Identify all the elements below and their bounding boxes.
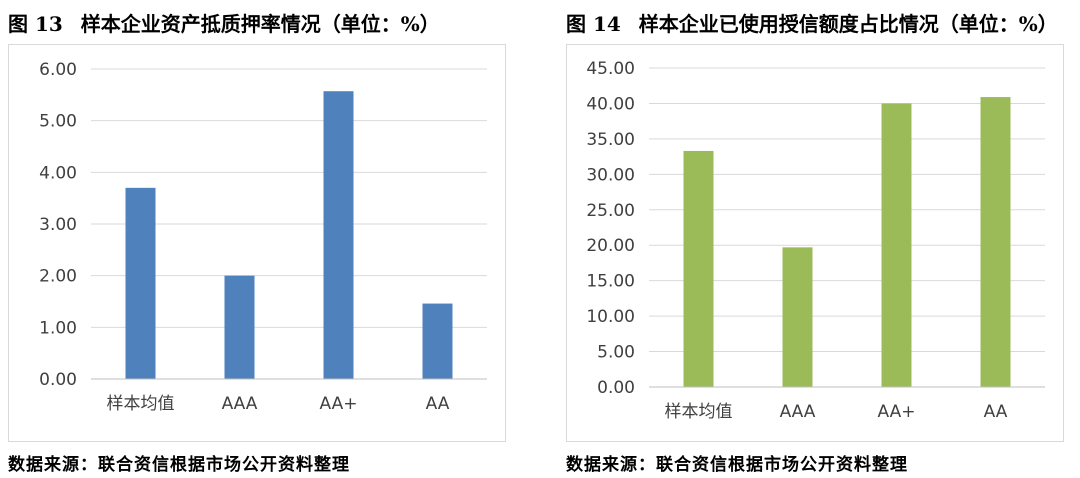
- x-tick-label: AAA: [780, 402, 816, 422]
- y-tick-label: 2.00: [39, 267, 77, 287]
- y-tick-label: 5.00: [39, 112, 77, 132]
- y-tick-label: 10.00: [586, 307, 635, 327]
- x-tick-label: AA+: [320, 394, 358, 414]
- y-tick-label: 4.00: [39, 163, 77, 183]
- bar: [422, 303, 453, 379]
- x-tick-label: 样本均值: [107, 394, 175, 414]
- y-tick-label: 15.00: [586, 272, 635, 292]
- y-tick-label: 6.00: [39, 60, 77, 80]
- y-tick-label: 40.00: [586, 94, 635, 114]
- x-tick-label: AA+: [878, 402, 916, 422]
- y-tick-label: 3.00: [39, 215, 77, 235]
- y-tick-label: 1.00: [39, 318, 77, 338]
- bar: [980, 97, 1011, 387]
- y-tick-label: 35.00: [586, 130, 635, 150]
- bar: [881, 103, 912, 387]
- y-tick-label: 45.00: [586, 59, 635, 79]
- y-tick-label: 30.00: [586, 165, 635, 185]
- source-note-fig13: 数据来源：联合资信根据市场公开资料整理: [8, 455, 350, 475]
- x-tick-label: AAA: [222, 394, 258, 414]
- figure-number: 图 13: [8, 12, 63, 36]
- bar-chart-fig13: 0.00 1.00 2.00 3.00 4.00 5.00 6.00 样本均值 AAA AA+ AA: [39, 60, 487, 414]
- y-tick-label: 0.00: [597, 378, 635, 398]
- y-tick-label: 0.00: [39, 370, 77, 390]
- bar: [782, 247, 813, 387]
- y-tick-label: 25.00: [586, 201, 635, 221]
- bar: [125, 187, 156, 379]
- figure-number: 图 14: [566, 12, 621, 36]
- chart-title-fig14: 图 14 样本企业已使用授信额度占比情况（单位：%）: [566, 8, 1058, 37]
- bar: [323, 91, 354, 379]
- bar: [683, 150, 714, 387]
- chart-panel-fig14: 0.00 5.00 10.00 15.00 20.00 25.00 30.00 35.00 40…: [566, 44, 1064, 442]
- figure-title-text: 样本企业已使用授信额度占比情况（单位：%）: [638, 12, 1058, 36]
- bar: [224, 275, 255, 379]
- source-note-fig14: 数据来源：联合资信根据市场公开资料整理: [566, 455, 908, 475]
- y-tick-label: 5.00: [597, 343, 635, 363]
- y-tick-label: 20.00: [586, 236, 635, 256]
- bar-chart-fig14: 0.00 5.00 10.00 15.00 20.00 25.00 30.00 35.00 40…: [586, 59, 1045, 422]
- chart-title-fig13: 图 13 样本企业资产抵质押率情况（单位：%）: [8, 8, 440, 37]
- x-tick-label: AA: [984, 402, 1008, 422]
- x-tick-label: 样本均值: [665, 402, 733, 422]
- x-tick-label: AA: [426, 394, 450, 414]
- figure-title-text: 样本企业资产抵质押率情况（单位：%）: [80, 12, 440, 36]
- chart-panel-fig13: 0.00 1.00 2.00 3.00 4.00 5.00 6.00 样本均值 AAA AA+ AA: [8, 44, 506, 442]
